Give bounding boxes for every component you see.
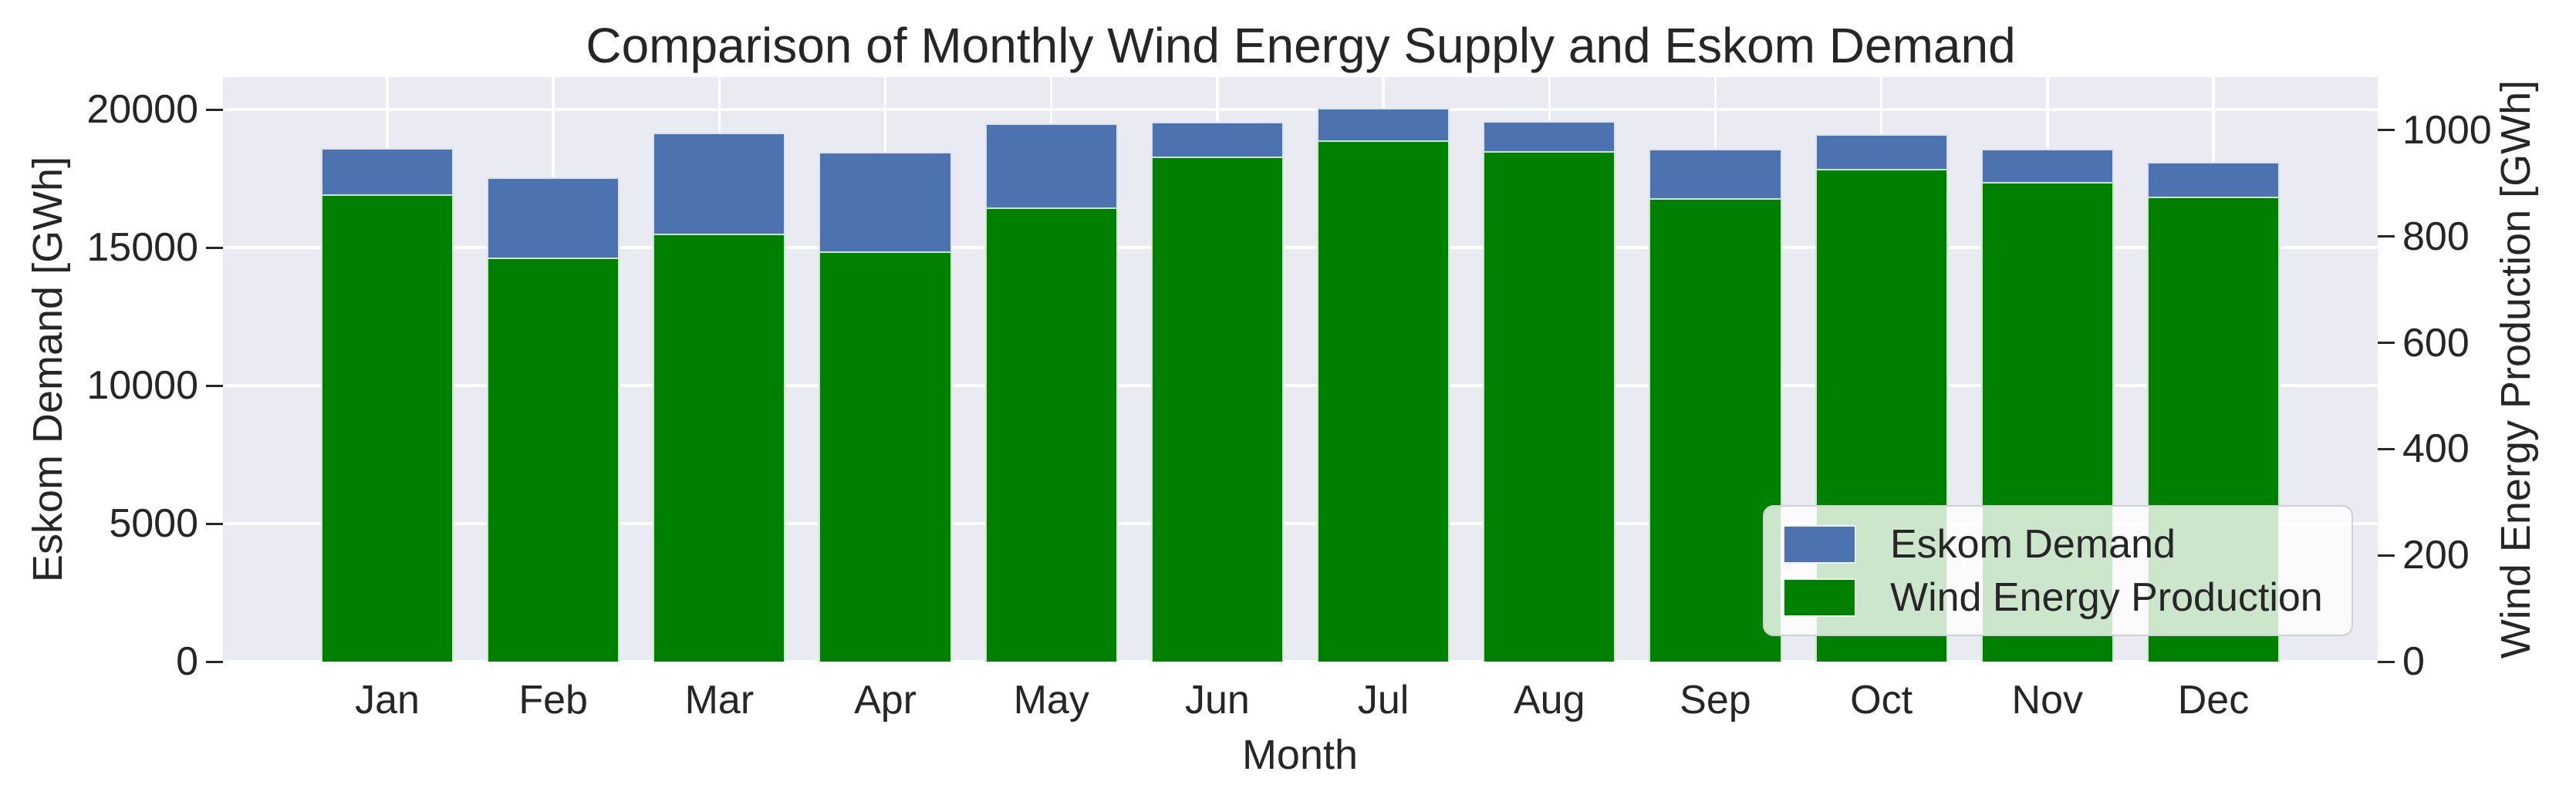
y-left-tickmark-15000 <box>206 246 223 249</box>
x-tick-label-nov: Nov <box>2011 678 2084 723</box>
bar-wind-energy-production-jul <box>1317 140 1450 662</box>
y-right-tickmark-200 <box>2378 554 2395 557</box>
x-tick-label-oct: Oct <box>1850 678 1913 723</box>
y-left-tick-label-20000: 20000 <box>86 87 198 133</box>
y-right-tickmark-600 <box>2378 342 2395 345</box>
gridline-horizontal-20000 <box>223 108 2378 111</box>
legend-item-eskom-demand: Eskom Demand <box>1783 524 2333 564</box>
x-tick-label-sep: Sep <box>1680 678 1751 723</box>
y-left-tickmark-5000 <box>206 522 223 525</box>
chart-title: Comparison of Monthly Wind Energy Supply… <box>586 18 2016 73</box>
bar-wind-energy-production-aug <box>1483 151 1616 662</box>
y-axis-label-right: Wind Energy Production [GWh] <box>2493 79 2539 659</box>
gridline-horizontal-0 <box>223 660 2378 663</box>
bar-wind-energy-production-apr <box>819 251 952 662</box>
x-tick-label-aug: Aug <box>1514 678 1585 723</box>
x-tick-label-jan: Jan <box>355 678 420 723</box>
y-left-tick-label-10000: 10000 <box>86 363 198 409</box>
gridline-horizontal-10000 <box>223 384 2378 387</box>
x-tick-label-may: May <box>1013 678 1089 723</box>
x-axis-label: Month <box>1241 732 1359 778</box>
y-left-tick-label-0: 0 <box>176 639 198 684</box>
gridline-horizontal-15000 <box>223 246 2378 249</box>
y-left-tickmark-10000 <box>206 384 223 387</box>
y-right-tickmark-1000 <box>2378 129 2395 132</box>
y-left-tickmark-0 <box>206 660 223 663</box>
x-tick-label-feb: Feb <box>518 678 588 723</box>
x-tick-label-dec: Dec <box>2177 678 2250 723</box>
x-tick-label-jun: Jun <box>1184 678 1250 723</box>
bar-wind-energy-production-jan <box>320 194 454 662</box>
legend-item-wind-energy-production: Wind Energy Production <box>1783 578 2333 618</box>
legend: Eskom Demand Wind Energy Production <box>1763 505 2353 636</box>
y-right-tick-label-0: 0 <box>2402 639 2425 684</box>
y-left-tick-label-15000: 15000 <box>86 225 198 271</box>
y-left-tick-label-5000: 5000 <box>109 501 198 546</box>
bar-wind-energy-production-mar <box>653 234 786 662</box>
legend-label-wind-energy-production: Wind Energy Production <box>1890 574 2323 620</box>
x-tick-label-jul: Jul <box>1357 678 1410 723</box>
legend-swatch-wind-energy-production <box>1783 578 1856 617</box>
y-right-tickmark-800 <box>2378 235 2395 238</box>
bar-wind-energy-production-jun <box>1150 157 1284 662</box>
y-right-tickmark-400 <box>2378 447 2395 450</box>
y-right-tick-label-600: 600 <box>2402 320 2470 365</box>
y-left-tickmark-20000 <box>206 108 223 111</box>
x-tick-label-mar: Mar <box>684 678 755 723</box>
y-right-tick-label-1000: 1000 <box>2402 107 2492 153</box>
y-right-tickmark-0 <box>2378 660 2395 663</box>
y-right-tick-label-400: 400 <box>2402 426 2470 472</box>
legend-label-eskom-demand: Eskom Demand <box>1890 521 2176 567</box>
y-right-tick-label-800: 800 <box>2402 214 2470 259</box>
gridline-horizontal-5000 <box>223 522 2378 525</box>
y-right-tick-label-200: 200 <box>2402 533 2470 578</box>
bar-wind-energy-production-may <box>984 207 1118 662</box>
x-tick-label-apr: Apr <box>854 678 917 723</box>
bar-wind-energy-production-feb <box>487 258 620 662</box>
bar-wind-energy-production-sep <box>1649 198 1782 662</box>
legend-swatch-eskom-demand <box>1783 524 1856 564</box>
